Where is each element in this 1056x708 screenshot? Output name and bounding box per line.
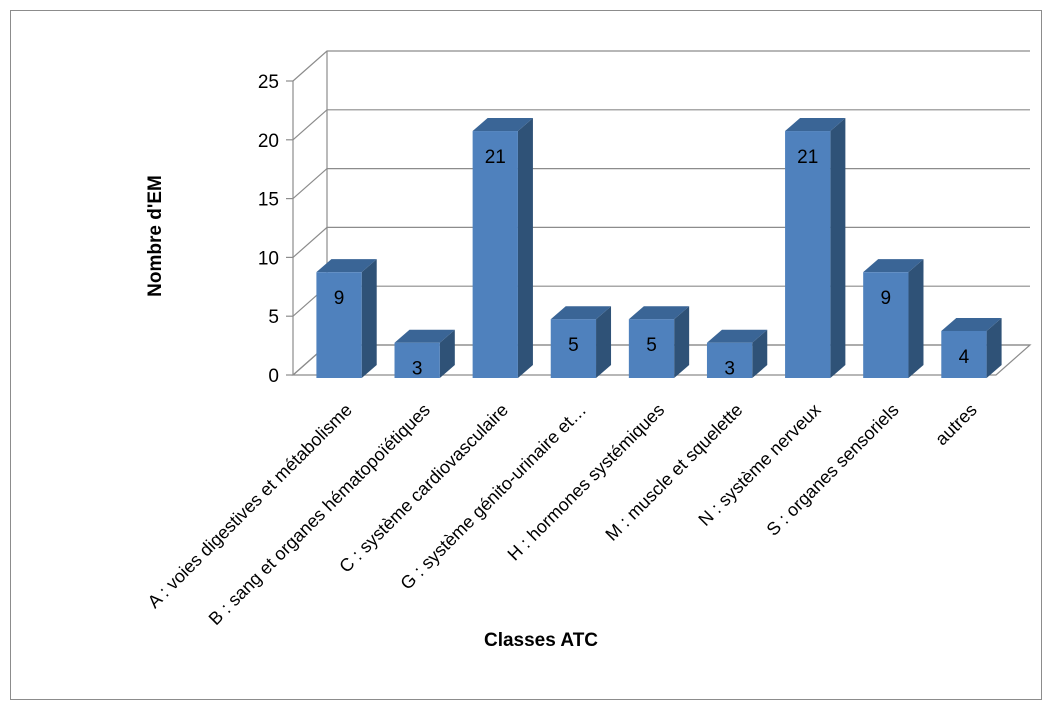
bar: [316, 259, 377, 378]
bar: [706, 329, 768, 378]
bar-front: [785, 131, 831, 378]
x-axis-title: Classes ATC: [484, 630, 598, 651]
x-category-label: M : muscle et squelette: [601, 400, 746, 545]
bar-front: [628, 319, 675, 378]
data-label: 3: [412, 359, 423, 380]
bar-top: [394, 329, 455, 343]
data-label: 5: [568, 335, 579, 356]
data-label: 9: [881, 288, 892, 309]
y-axis-title: Nombre d'EM: [145, 175, 166, 297]
bar-front: [472, 131, 518, 378]
data-label: 21: [485, 147, 506, 168]
bar-top: [550, 306, 612, 320]
x-category-label: H : hormones systémiques: [504, 400, 669, 565]
y-tick-label: 5: [268, 307, 279, 328]
data-label: 5: [646, 335, 657, 356]
bar: [941, 317, 1002, 378]
bar-front: [394, 342, 440, 378]
bar-side: [439, 329, 455, 378]
bar-side: [596, 306, 612, 378]
axes: [286, 51, 1032, 376]
bar-top: [941, 317, 1002, 331]
gridline: [292, 50, 1030, 82]
bar-top: [472, 118, 533, 132]
y-tick-label: 25: [258, 72, 279, 93]
data-label: 9: [334, 288, 345, 309]
bar-top: [863, 259, 924, 273]
bar-side: [361, 259, 377, 378]
bar: [550, 306, 612, 378]
data-label: 21: [797, 147, 818, 168]
bar-chart: 0 5 10 15 20 25 A : voies digestives et métab…: [144, 50, 1032, 651]
bar: [863, 259, 924, 378]
bar-side: [517, 118, 533, 378]
bar: [785, 118, 846, 378]
data-label: 3: [724, 359, 735, 380]
gridline: [292, 226, 1030, 258]
bars: [316, 118, 1002, 378]
data-labels: 9 3 21 5 5 3 21 9 4: [334, 147, 970, 380]
x-category-label: S : organes sensoriels: [763, 400, 903, 540]
bar-front: [550, 319, 597, 378]
bar-top: [316, 259, 377, 273]
y-tick-label: 0: [268, 366, 279, 387]
bar-front: [706, 342, 753, 378]
gridline: [292, 168, 1030, 200]
bar: [628, 306, 690, 378]
x-category-label: autres: [931, 400, 981, 450]
x-category-label: C : système cardiovasculaire: [335, 400, 512, 577]
y-tick-label: 15: [258, 190, 279, 211]
bar-top: [706, 329, 768, 343]
bar: [472, 118, 533, 378]
y-tick-labels: 0 5 10 15 20 25: [258, 72, 279, 387]
bar-side: [986, 317, 1002, 378]
y-tick-label: 10: [258, 248, 279, 269]
data-label: 4: [959, 347, 970, 368]
bar-front: [316, 272, 362, 378]
bar-top: [628, 306, 690, 320]
bar-side: [830, 118, 846, 378]
gridline: [292, 109, 1030, 141]
y-tick-label: 20: [258, 131, 279, 152]
bar-top: [785, 118, 846, 132]
bar: [394, 329, 455, 378]
chart-frame: 0 5 10 15 20 25 A : voies digestives et métab…: [10, 10, 1042, 700]
bar-side: [752, 329, 768, 378]
chart-floor: [291, 344, 1032, 376]
bar-front: [863, 272, 909, 378]
bar-front: [941, 330, 987, 378]
bar-side: [674, 306, 690, 378]
bar-side: [908, 259, 924, 378]
